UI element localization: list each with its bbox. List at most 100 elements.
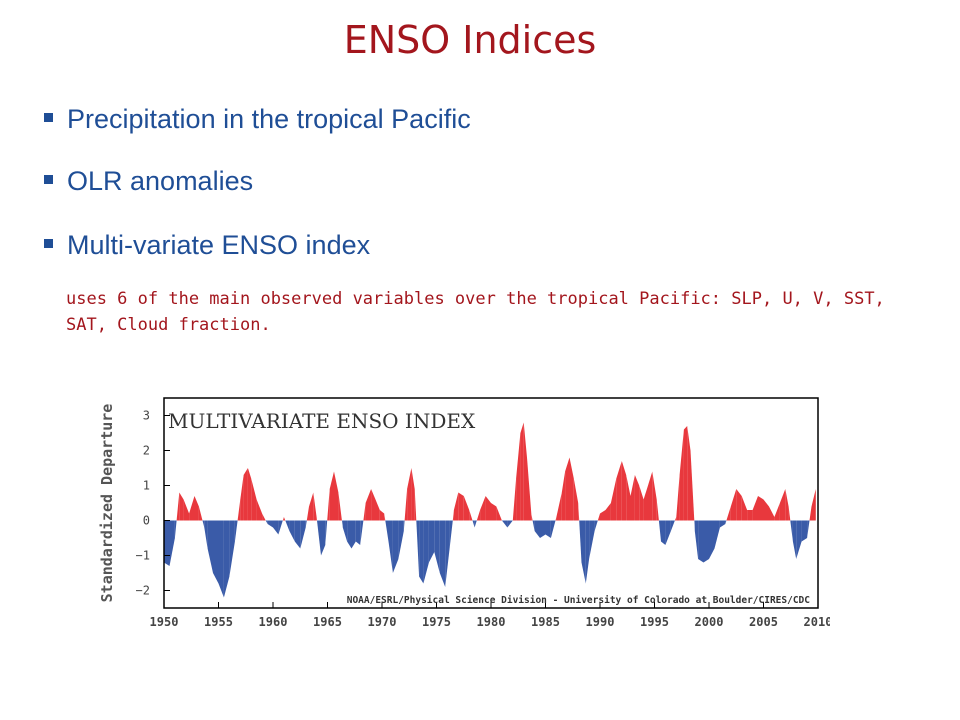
positive-segment [679,429,684,521]
positive-segment [194,496,199,521]
slide-title: ENSO Indices [343,18,597,62]
plot-frame [163,397,819,609]
positive-segment [240,475,244,521]
positive-segment [365,489,372,521]
negative-segment [532,520,535,531]
negative-segment [289,520,295,542]
negative-segment [801,520,808,542]
positive-segment [610,478,617,521]
negative-segment [403,520,405,531]
negative-segment [658,520,661,542]
x-tick-label: 2000 [695,615,724,629]
negative-segment [392,520,399,573]
positive-segment [452,510,454,521]
negative-segment [550,520,556,538]
negative-segment [398,520,404,559]
negative-segment [589,520,595,559]
positive-segment [597,513,600,521]
mei-chart-svg: 1950 1955 1960 1965 1970 1975 1980 1985 1990 1995… [98,397,830,629]
positive-segment [683,426,688,521]
positive-segment [676,475,680,521]
mei-description: uses 6 of the main observed variables ov… [66,289,885,335]
positive-segment [463,496,470,521]
positive-segment [338,492,342,521]
negative-segment [581,520,586,584]
chart-title: MULTIVARIATE ENSO INDEX [168,409,476,433]
positive-segment [600,510,606,521]
negative-segment [665,520,671,545]
positive-segment [811,489,816,521]
positive-segment [407,468,412,521]
positive-segment [404,489,408,521]
negative-segment [725,520,727,524]
negative-segment [792,520,797,559]
x-tick-label: 1995 [640,615,669,629]
positive-segment [634,475,640,521]
positive-segment [247,468,252,521]
positive-segment [630,475,635,521]
positive-segment [329,471,334,521]
x-tick-label: 1970 [368,615,397,629]
negative-segment [278,520,283,535]
positive-segment [726,506,731,521]
negative-segment [267,520,273,528]
positive-segment [648,471,653,521]
negative-segment [694,520,699,559]
negative-segment [218,520,224,598]
positive-segment [578,503,580,521]
positive-segment [652,471,657,521]
negative-segment [545,520,551,538]
square-bullet-icon [44,113,53,123]
positive-segment [496,506,502,521]
positive-segment [763,499,769,521]
positive-segment [741,496,748,521]
negative-segment [439,520,446,587]
positive-segment [491,503,497,521]
positive-segment [690,450,695,521]
positive-segment [384,513,386,521]
positive-segment [480,496,486,521]
positive-segment [573,478,579,521]
negative-segment [164,520,170,566]
bullet-text: Multi-variate ENSO index [67,230,371,260]
positive-segment [283,517,286,521]
negative-segment [709,520,715,559]
negative-segment [428,520,435,563]
negative-segment [300,520,306,549]
positive-segment [565,457,570,521]
positive-segment [779,489,786,521]
negative-segment [540,520,546,538]
positive-segment [516,433,521,521]
negative-segment [325,520,328,545]
positive-segment [327,489,330,521]
negative-segment [507,520,513,528]
x-tick-label: 1960 [259,615,288,629]
positive-segment [752,496,758,521]
negative-segment [341,520,343,528]
positive-segment [313,492,317,521]
negative-segment [285,520,290,531]
bullet-olr: OLR anomalies [44,166,253,197]
negative-segment [698,520,704,563]
positive-segment [523,422,527,521]
negative-segment [347,520,352,549]
y-tick-label: 0 [143,514,150,528]
positive-segment [809,506,812,521]
y-tick-label: −1 [136,549,150,563]
positive-segment [643,485,648,521]
positive-segment [687,426,691,521]
positive-segment [561,471,566,521]
positive-segment [656,499,659,521]
bullet-precipitation: Precipitation in the tropical Pacific [44,104,471,135]
x-tick-label: 1950 [150,615,179,629]
negative-segment [419,520,424,584]
y-tick-label: 2 [143,444,150,458]
negative-segment [174,520,177,538]
negative-segment [305,520,307,528]
negative-segment [321,520,326,556]
positive-segment [758,496,764,521]
negative-segment [423,520,429,584]
negative-segment [416,520,420,577]
positive-segment [379,510,385,521]
positive-segment [769,506,775,521]
